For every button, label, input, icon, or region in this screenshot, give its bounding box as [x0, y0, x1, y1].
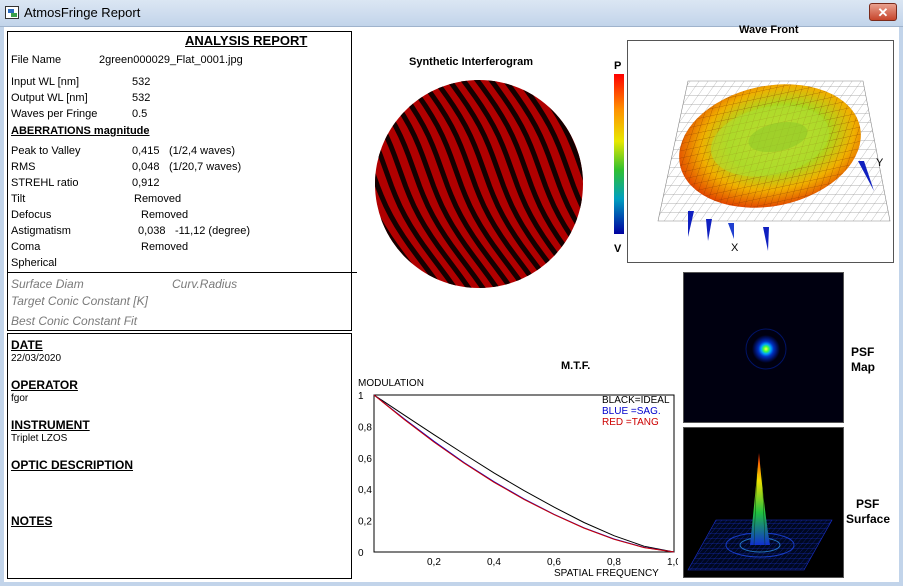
report-title: ANALYSIS REPORT	[185, 33, 308, 48]
interferogram-fringe	[362, 76, 368, 290]
output-wl-value: 532	[132, 92, 151, 104]
spherical-label: Spherical	[11, 257, 57, 269]
psf-surface	[683, 427, 844, 578]
astigmatism-value: 0,038	[138, 225, 166, 237]
file-name-value: 2green000029_Flat_0001.jpg	[99, 54, 243, 66]
waves-label: Waves per Fringe	[11, 108, 98, 120]
axis-x-label: X	[731, 242, 739, 254]
mtf-xtick-label: 0,8	[607, 557, 621, 568]
strehl-label: STREHL ratio	[11, 177, 79, 189]
tilt-label: Tilt	[11, 193, 26, 205]
mtf-ytick-label: 1	[358, 391, 364, 402]
mtf-xtick-label: 1,0	[667, 557, 678, 568]
window-frame	[0, 27, 903, 586]
psf-map-label-2: Map	[851, 360, 875, 374]
mtf-ytick-label: 0	[358, 548, 364, 559]
date-value: 22/03/2020	[11, 353, 62, 364]
input-wl-label: Input WL [nm]	[11, 76, 80, 88]
instrument-header: INSTRUMENT	[11, 418, 90, 432]
interferogram-fringe	[429, 80, 567, 288]
info-panel: DATE 22/03/2020 OPERATOR fgor INSTRUMENT…	[7, 333, 352, 579]
psf-map-label-1: PSF	[851, 345, 875, 359]
colorbar-top-label: P	[614, 60, 621, 72]
mtf-chart: MODULATION 0 0,2 0,4 0,6 0,8 1 0,2 0,4 0,6 0,8 1,…	[358, 378, 678, 579]
rms-value: 0,048	[132, 161, 160, 173]
target-conic-label: Target Conic Constant [K]	[11, 294, 148, 308]
mtf-line-ideal	[373, 394, 675, 553]
synthetic-interferogram	[362, 76, 596, 290]
astigmatism-angle: -11,12 (degree)	[175, 225, 251, 237]
interferogram-fringe	[415, 80, 553, 288]
interferogram-fringe	[375, 80, 455, 288]
mtf-ytick-label: 0,2	[358, 517, 372, 528]
file-name-label: File Name	[11, 54, 62, 66]
window-title: AtmosFringe Report	[24, 5, 141, 20]
mtf-xlabel: SPATIAL FREQUENCY	[554, 568, 659, 579]
date-header: DATE	[11, 338, 43, 352]
strehl-value: 0,912	[132, 177, 160, 189]
rms-note: (1/20,7 waves)	[169, 161, 242, 173]
coma-value: Removed	[141, 241, 189, 253]
operator-header: OPERATOR	[11, 378, 78, 392]
defocus-label: Defocus	[11, 209, 52, 221]
interferogram-title: Synthetic Interferogram	[409, 56, 534, 68]
ptv-note: (1/2,4 waves)	[169, 145, 236, 157]
waves-value: 0.5	[132, 108, 148, 120]
tilt-value: Removed	[134, 193, 182, 205]
mtf-ytick-label: 0,8	[358, 422, 372, 433]
interferogram-fringe	[401, 80, 539, 288]
mtf-ytick-label: 0,6	[358, 454, 372, 465]
ptv-value: 0,415	[132, 145, 160, 157]
interferogram-fringe	[375, 80, 483, 288]
curv-radius-label: Curv.Radius	[172, 277, 238, 291]
psf-surface-label-1: PSF	[856, 497, 880, 511]
mtf-xtick-label: 0,2	[427, 557, 441, 568]
psf-surface-label-2: Surface	[846, 512, 891, 526]
report-separator	[8, 272, 357, 273]
interferogram-fringe	[387, 80, 525, 288]
best-conic-label: Best Conic Constant Fit	[11, 314, 138, 328]
optic-description-header: OPTIC DESCRIPTION	[11, 458, 134, 472]
rms-label: RMS	[11, 161, 36, 173]
mtf-legend-sag: BLUE =SAG.	[602, 406, 661, 417]
coma-label: Coma	[11, 241, 41, 253]
mtf-xtick-label: 0,4	[487, 557, 501, 568]
astigmatism-label: Astigmatism	[11, 225, 71, 237]
surface-diam-label: Surface Diam	[11, 277, 84, 291]
close-button[interactable]: ✕	[869, 3, 897, 21]
mtf-ytick-label: 0,4	[358, 485, 372, 496]
analysis-report-panel: ANALYSIS REPORT File Name 2green000029_F…	[7, 31, 357, 331]
interferogram-fringe	[485, 80, 583, 288]
mtf-legend-tang: RED =TANG	[602, 417, 659, 428]
wavefront-plot: Y X	[614, 40, 894, 263]
interferogram-fringe	[513, 80, 583, 288]
wavefront-colorbar: P V	[614, 60, 624, 255]
defocus-value: Removed	[141, 209, 189, 221]
mtf-line-tang	[373, 394, 675, 553]
interferogram-fringe	[375, 80, 469, 288]
wavefront-title: Wave Front	[739, 24, 799, 36]
operator-value: fgor	[11, 393, 29, 404]
psf-map	[683, 272, 844, 423]
notes-header: NOTES	[11, 514, 53, 528]
interferogram-fringe	[499, 80, 583, 288]
instrument-value: Triplet LZOS	[11, 433, 68, 444]
mtf-xtick-label: 0,6	[547, 557, 561, 568]
mtf-legend-ideal: BLACK=IDEAL	[602, 395, 670, 406]
input-wl-value: 532	[132, 76, 151, 88]
app-icon	[5, 6, 19, 19]
mtf-ylabel: MODULATION	[358, 378, 424, 389]
colorbar-bottom-label: V	[614, 243, 622, 255]
axis-y-label: Y	[876, 157, 884, 169]
interferogram-fringe	[586, 76, 596, 290]
ptv-label: Peak to Valley	[11, 145, 81, 157]
mtf-title: M.T.F.	[561, 360, 591, 372]
output-wl-label: Output WL [nm]	[11, 92, 88, 104]
aberrations-header: ABERRATIONS magnitude	[11, 125, 150, 137]
title-bar: AtmosFringe Report ✕	[0, 0, 903, 27]
